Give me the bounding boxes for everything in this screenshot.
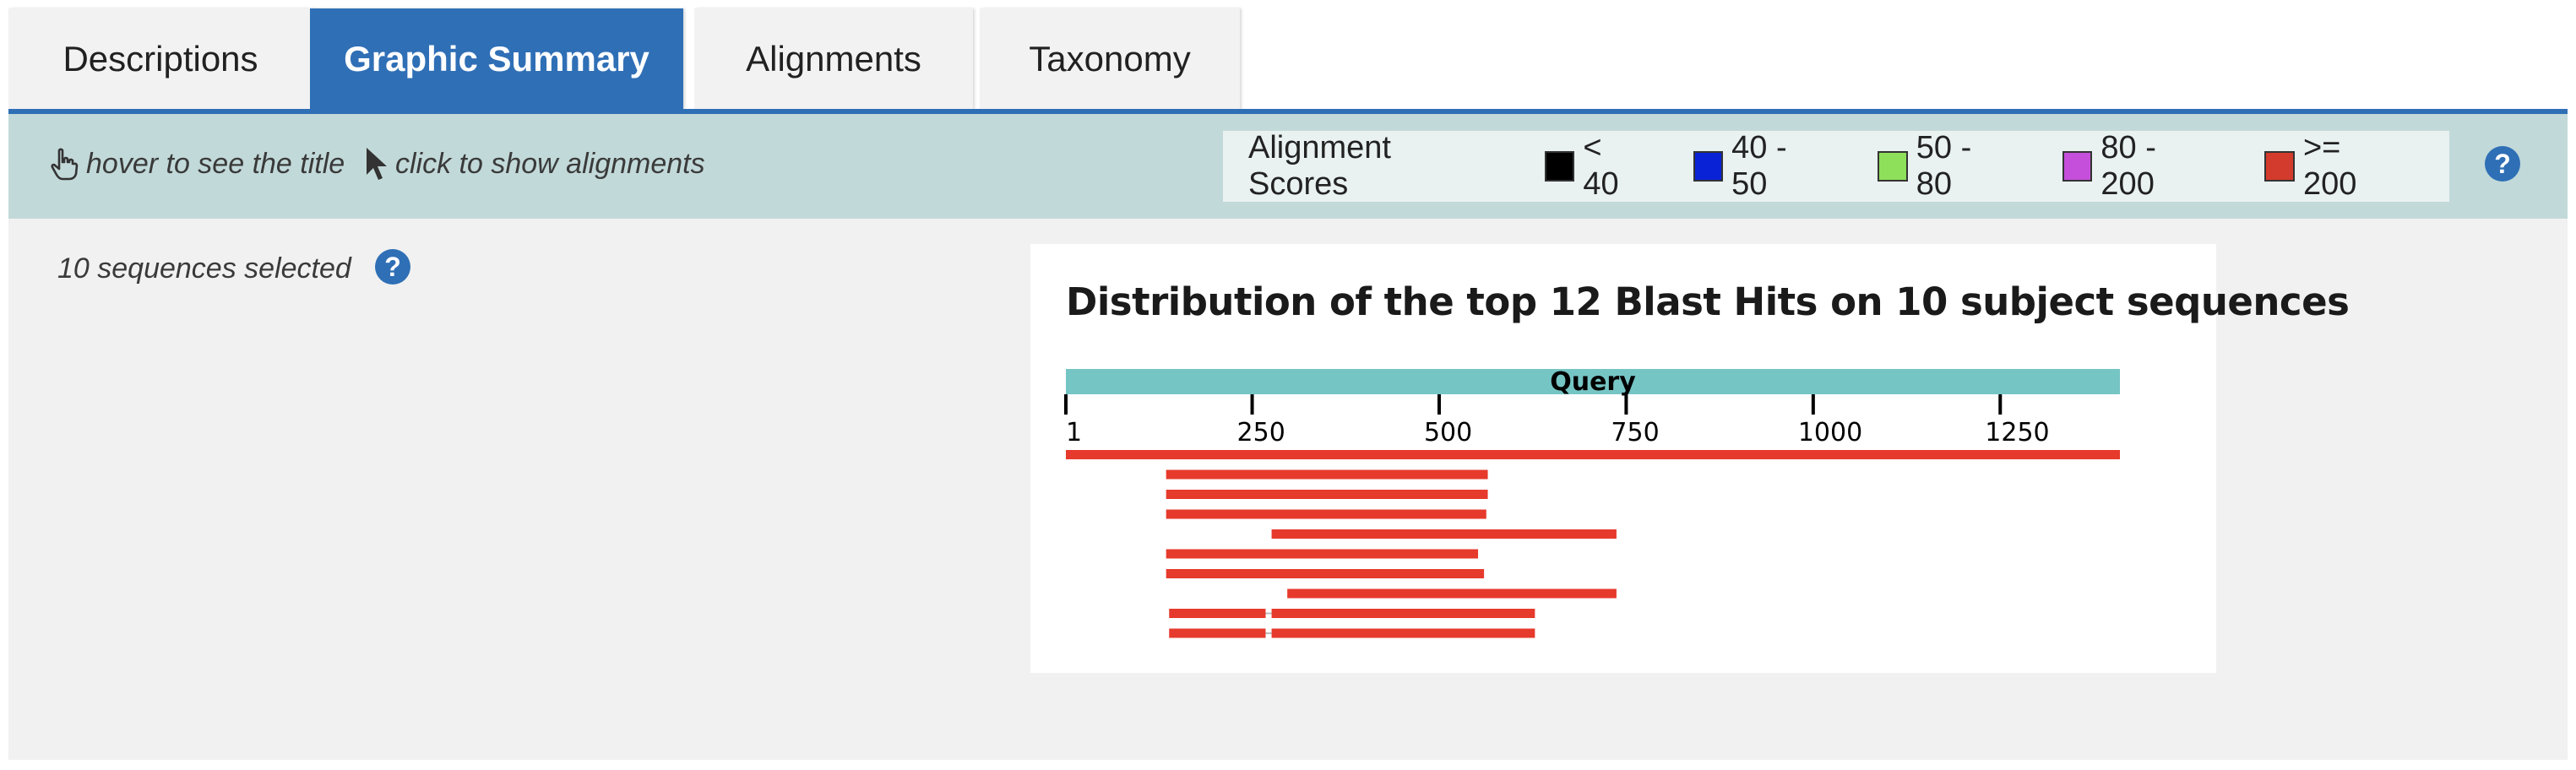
hit-segment[interactable] — [1271, 628, 1535, 638]
hit-row[interactable] — [1166, 490, 1488, 499]
hit-segment[interactable] — [1166, 490, 1488, 499]
hit-segment[interactable] — [1169, 609, 1266, 618]
sequences-selected-text: 10 sequences selected — [57, 252, 351, 285]
legend-item-50-80: 50 - 80 — [1878, 130, 2015, 203]
hit-segment[interactable] — [1166, 469, 1488, 480]
click-hint: click to show alignments — [363, 143, 705, 185]
selection-help-icon[interactable]: ? — [375, 249, 410, 285]
legend-help-icon[interactable]: ? — [2485, 146, 2520, 182]
hit-row[interactable] — [1166, 469, 1488, 480]
axis-tick-label: 250 — [1237, 418, 1285, 447]
hit-row[interactable] — [1166, 509, 1486, 519]
toolbar: hover to see the title click to show ali… — [8, 114, 2568, 219]
legend-swatch — [1878, 151, 1908, 182]
hand-pointer-icon — [51, 148, 79, 181]
hit-segment[interactable] — [1166, 509, 1486, 519]
tab-taxonomy[interactable]: Taxonomy — [980, 8, 1240, 110]
hit-row[interactable] — [1287, 588, 1617, 599]
legend-label: 80 - 200 — [2100, 130, 2156, 202]
legend-label: < 40 — [1583, 130, 1619, 202]
query-bar — [1066, 369, 2120, 394]
axis-tick-label: 1000 — [1798, 418, 1862, 447]
tab-descriptions[interactable]: Descriptions — [8, 8, 312, 110]
chart-title: Distribution of the top 12 Blast Hits on… — [1066, 279, 2350, 324]
hit-segment[interactable] — [1066, 450, 2120, 459]
legend-item-40-50: 40 - 50 — [1693, 130, 1831, 203]
graphic-summary-card: Distribution of the top 12 Blast Hits on… — [1030, 244, 2350, 673]
legend-label: 50 - 80 — [1916, 130, 1972, 202]
tab-bar: Descriptions Graphic Summary Alignments … — [0, 0, 2576, 118]
query-label: Query — [1550, 367, 1636, 397]
axis-tick-label: 750 — [1611, 418, 1659, 447]
legend-swatch — [1544, 151, 1575, 182]
axis-tick-label: 1 — [1066, 418, 1082, 447]
tab-graphic-summary[interactable]: Graphic Summary — [310, 8, 683, 110]
hit-row[interactable] — [1169, 628, 1535, 638]
legend-swatch — [1693, 151, 1724, 182]
hit-segment[interactable] — [1271, 609, 1535, 618]
legend-item-lt40: < 40 — [1544, 130, 1646, 203]
axis-tick-label: 500 — [1424, 418, 1472, 447]
hit-segment[interactable] — [1169, 628, 1266, 638]
legend-label: 40 - 50 — [1731, 130, 1787, 202]
hit-row[interactable] — [1169, 609, 1535, 618]
hit-row[interactable] — [1271, 529, 1617, 539]
legend-swatch — [2264, 151, 2295, 182]
legend-label: >= 200 — [2302, 130, 2357, 202]
tab-underline — [8, 109, 2568, 114]
cursor-arrow-icon — [367, 148, 387, 180]
tab-alignments[interactable]: Alignments — [694, 8, 973, 110]
graphic-summary-panel: hover to see the title click to show ali… — [8, 114, 2568, 760]
click-hint-text: click to show alignments — [395, 147, 705, 180]
hit-row[interactable] — [1066, 450, 2120, 459]
hover-hint: hover to see the title — [49, 143, 345, 185]
axis-tick-label: 1250 — [1985, 418, 2049, 447]
hit-row[interactable] — [1166, 549, 1479, 559]
legend-item-80-200: 80 - 200 — [2062, 130, 2218, 203]
hover-hint-text: hover to see the title — [86, 147, 345, 180]
alignment-score-legend: Alignment Scores < 40 40 - 50 50 - 80 80… — [1223, 130, 2449, 203]
hit-row[interactable] — [1166, 569, 1485, 578]
hit-segment[interactable] — [1166, 569, 1485, 578]
hit-segment[interactable] — [1287, 588, 1617, 599]
legend-item-gte200: >= 200 — [2264, 130, 2402, 203]
hit-segment[interactable] — [1271, 529, 1617, 539]
legend-swatch — [2062, 151, 2093, 182]
hit-segment[interactable] — [1166, 549, 1479, 559]
legend-title: Alignment Scores — [1248, 130, 1391, 202]
